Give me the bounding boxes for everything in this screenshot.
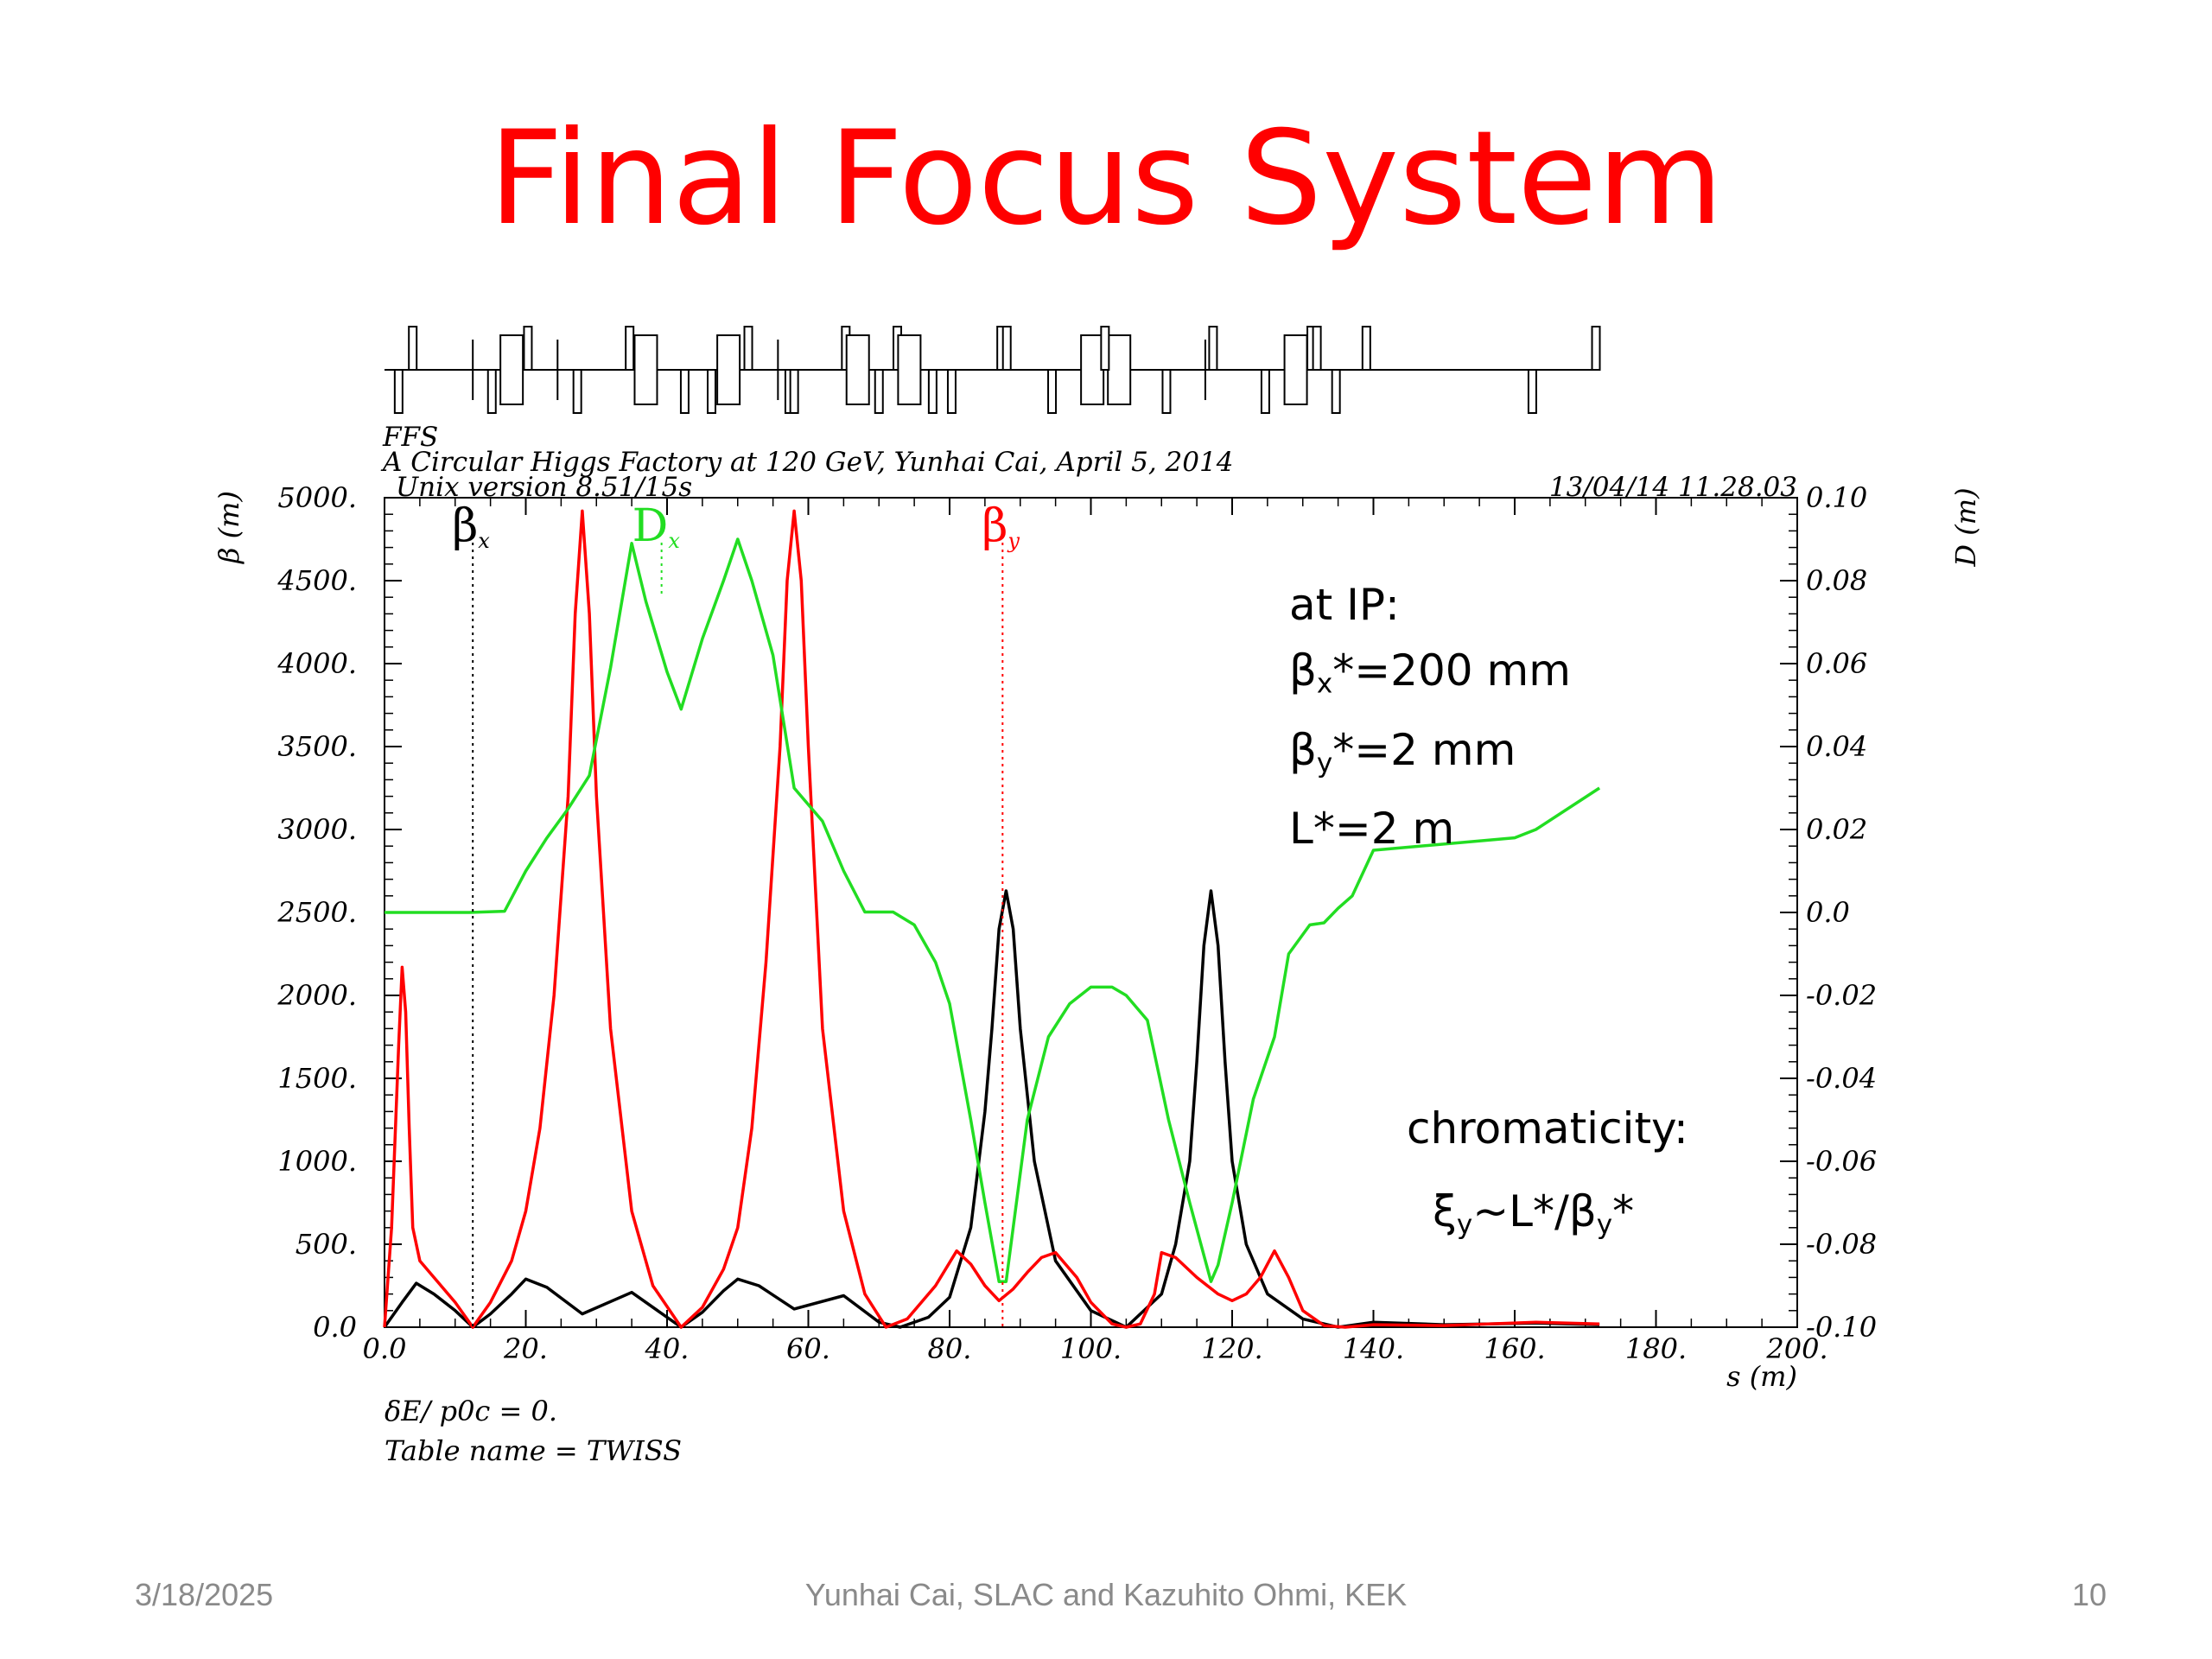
footer-author: Yunhai Cai, SLAC and Kazuhito Ohmi, KEK bbox=[804, 1577, 1408, 1612]
lattice-quad-1 bbox=[408, 326, 418, 371]
ip-parameters-box: at IP: βx*=200 mm βy*=2 mm L*=2 m bbox=[1289, 572, 1571, 861]
y-left-tick-label: 2000. bbox=[276, 979, 357, 1012]
lattice-quad-39 bbox=[1527, 369, 1537, 414]
header-line-1: FFS bbox=[382, 422, 438, 453]
x-tick-label: 120. bbox=[1201, 1332, 1262, 1365]
beta-x-star-line: βx*=200 mm bbox=[1289, 645, 1571, 700]
lattice-bend-18 bbox=[845, 334, 870, 405]
lattice-quad-33 bbox=[1260, 369, 1270, 414]
x-tick-label: 20. bbox=[503, 1332, 548, 1365]
y-right-tick-label: 0.06 bbox=[1806, 647, 1867, 680]
x-tick-label: 40. bbox=[645, 1332, 690, 1365]
lattice-quad-10 bbox=[679, 369, 690, 414]
y-left-tick-label: 500. bbox=[296, 1228, 357, 1261]
footnote-energy: δE/ p0c = 0. bbox=[385, 1395, 557, 1427]
x-tick-label: 60. bbox=[786, 1332, 830, 1365]
y-left-tick-label: 3000. bbox=[277, 813, 357, 846]
lattice-bend-28 bbox=[1107, 334, 1132, 405]
y-right-tick-label: 0.02 bbox=[1806, 813, 1867, 846]
y-right-tick-label: 0.04 bbox=[1806, 730, 1867, 763]
series-line-βx bbox=[383, 889, 1600, 1329]
series-label-Dx: Dx bbox=[632, 500, 681, 553]
y-left-tick-label: 1000. bbox=[277, 1145, 357, 1178]
lattice-quad-38 bbox=[1361, 326, 1371, 371]
footnote-table: Table name = TWISS bbox=[385, 1434, 682, 1467]
lattice-quad-0 bbox=[393, 369, 404, 414]
lattice-bend-12 bbox=[716, 334, 741, 405]
y-left-tick-label: 0.0 bbox=[313, 1311, 357, 1344]
lattice-bend-4 bbox=[499, 334, 524, 405]
series-label-βx: βx bbox=[452, 500, 490, 553]
y-right-axis-label: D (m) bbox=[1949, 487, 1982, 567]
y-right-tick-label: -0.06 bbox=[1806, 1145, 1877, 1178]
lattice-quad-11 bbox=[707, 369, 717, 414]
lattice-layout bbox=[385, 326, 1601, 414]
lattice-quad-3 bbox=[486, 369, 497, 414]
y-left-tick-label: 3500. bbox=[277, 730, 357, 763]
y-left-tick-label: 2500. bbox=[276, 896, 357, 929]
lattice-quad-22 bbox=[927, 369, 938, 414]
x-tick-label: 160. bbox=[1484, 1332, 1545, 1365]
plot-labels: βx Dx βy bbox=[452, 500, 1020, 1327]
x-tick-label: 200. bbox=[1765, 1332, 1827, 1365]
plot-axes: 0.0 20. 40. 60. 80. 100. 120. 140. 160. 180. 200. 0… bbox=[213, 481, 1982, 1467]
lattice-quad-37 bbox=[1331, 369, 1341, 414]
lattice-quad-40 bbox=[1591, 326, 1601, 371]
lattice-quad-30 bbox=[1161, 369, 1172, 414]
lattice-quad-8 bbox=[625, 326, 635, 371]
lattice-quad-26 bbox=[1047, 369, 1058, 414]
y-left-tick-label: 4500. bbox=[276, 564, 357, 597]
beta-x-star-value: =200 mm bbox=[1354, 645, 1571, 696]
y-left-tick-label: 5000. bbox=[277, 481, 357, 514]
series-line-Dx bbox=[385, 537, 1601, 1283]
lattice-quad-16 bbox=[789, 369, 799, 414]
lattice-quad-19 bbox=[874, 369, 884, 414]
lattice-quad-13 bbox=[743, 326, 753, 371]
lattice-quad-23 bbox=[946, 369, 957, 414]
beta-y-star-line: βy*=2 mm bbox=[1289, 724, 1516, 779]
y-right-tick-label: -0.08 bbox=[1806, 1228, 1877, 1261]
header-line-2: A Circular Higgs Factory at 120 GeV, Yun… bbox=[380, 447, 1233, 478]
slide-title: Final Focus System bbox=[488, 104, 1724, 254]
footer-date: 3/18/2025 bbox=[135, 1577, 274, 1612]
y-right-tick-label: 0.0 bbox=[1806, 896, 1850, 929]
y-right-tick-label: -0.04 bbox=[1806, 1062, 1877, 1095]
chromaticity-formula-text: ~L*/ bbox=[1472, 1186, 1569, 1236]
lattice-quad-31 bbox=[1208, 326, 1218, 371]
x-tick-label: 140. bbox=[1343, 1332, 1404, 1365]
l-star-line: L*=2 m bbox=[1289, 804, 1455, 855]
lattice-quad-7 bbox=[572, 369, 582, 414]
lattice-bend-9 bbox=[633, 334, 658, 405]
y-left-tick-label: 1500. bbox=[277, 1062, 357, 1095]
lattice-quad-29 bbox=[1100, 326, 1110, 371]
y-right-tick-label: 0.10 bbox=[1806, 481, 1867, 514]
chromaticity-label: chromaticity: bbox=[1407, 1103, 1688, 1154]
footer-page-number: 10 bbox=[2071, 1577, 2107, 1612]
lattice-bend-27 bbox=[1080, 334, 1105, 405]
y-left-tick-label: 4000. bbox=[276, 647, 357, 680]
x-tick-label: 0.0 bbox=[363, 1332, 407, 1365]
series-label-βy: βy bbox=[982, 500, 1020, 553]
lattice-quad-5 bbox=[523, 326, 533, 371]
y-right-tick-label: 0.08 bbox=[1806, 564, 1867, 597]
plot-curves bbox=[383, 509, 1601, 1329]
lattice-quad-36 bbox=[1312, 326, 1322, 371]
chromaticity-formula: ξy~L*/βy* bbox=[1433, 1186, 1635, 1241]
y-right-tick-label: -0.10 bbox=[1806, 1311, 1877, 1344]
at-ip-label: at IP: bbox=[1289, 580, 1400, 630]
y-right-tick-label: -0.02 bbox=[1806, 979, 1877, 1012]
lattice-quad-25 bbox=[1001, 326, 1012, 371]
lattice-bend-21 bbox=[897, 334, 922, 405]
x-tick-label: 180. bbox=[1625, 1332, 1687, 1365]
series-line-βy bbox=[383, 509, 1600, 1329]
x-tick-label: 100. bbox=[1060, 1332, 1122, 1365]
x-axis-label: s (m) bbox=[1726, 1360, 1797, 1393]
y-left-axis-label: β (m) bbox=[213, 491, 245, 564]
chromaticity-box: chromaticity: ξy~L*/βy* bbox=[1407, 1096, 1688, 1258]
beta-y-star-value: =2 mm bbox=[1354, 724, 1516, 775]
lattice-bend-34 bbox=[1283, 334, 1308, 405]
x-tick-label: 80. bbox=[928, 1332, 972, 1365]
